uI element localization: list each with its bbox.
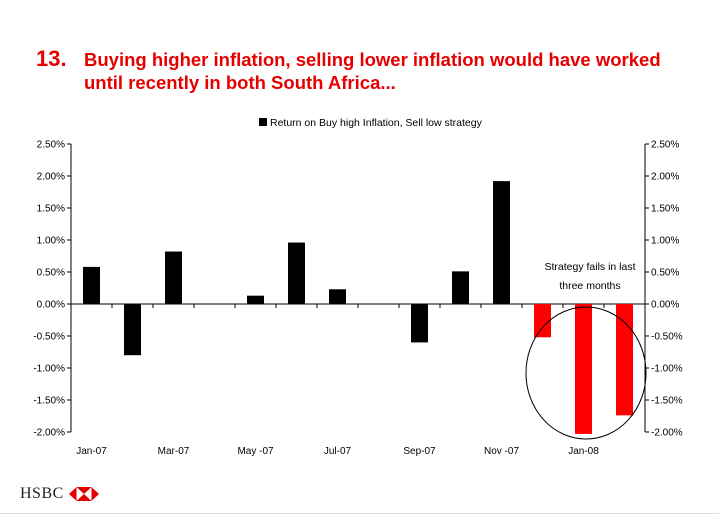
legend-swatch — [259, 118, 267, 126]
y-tick-label-right: -0.50% — [651, 332, 683, 343]
bar-jan-07 — [83, 266, 100, 304]
y-tick-label-right: -1.50% — [651, 396, 683, 407]
bar-chart: Return on Buy high Inflation, Sell low s… — [33, 117, 682, 458]
chart-panel: Return on Buy high Inflation, Sell low s… — [30, 108, 685, 470]
y-tick-label-left: -2.00% — [33, 428, 65, 439]
y-tick-label-right: 1.00% — [651, 236, 679, 247]
y-tick-label-right: 0.00% — [651, 300, 679, 311]
footer-divider — [0, 513, 719, 514]
y-tick-label-right: 2.50% — [651, 140, 679, 151]
bar-jun-07 — [288, 242, 305, 304]
bar-dec-07 — [534, 304, 551, 338]
y-tick-label-left: -0.50% — [33, 332, 65, 343]
chart-bars — [83, 181, 633, 434]
slide-title: Buying higher inflation, selling lower i… — [84, 49, 661, 93]
bar-may-07 — [247, 295, 264, 304]
logo-wordmark: HSBC — [20, 485, 64, 502]
y-tick-label-left: 0.50% — [37, 268, 65, 279]
bar-feb-08 — [616, 304, 633, 416]
x-tick-label: Jan-07 — [76, 446, 107, 457]
x-tick-label: Mar-07 — [158, 446, 190, 457]
bar-mar-07 — [165, 251, 182, 304]
highlight-circle — [525, 306, 647, 440]
x-tick-label: Jan-08 — [568, 446, 599, 457]
y-tick-label-right: 1.50% — [651, 204, 679, 215]
y-tick-label-left: 2.50% — [37, 140, 65, 151]
bar-oct-07 — [452, 271, 469, 304]
y-tick-label-left: 1.50% — [37, 204, 65, 215]
y-tick-label-left: -1.50% — [33, 396, 65, 407]
y-tick-label-left: 2.00% — [37, 172, 65, 183]
slide-number: 13. — [36, 46, 67, 71]
hsbc-logo: HSBC — [20, 484, 99, 504]
bar-nov-07 — [493, 181, 510, 304]
x-tick-label: Nov -07 — [484, 446, 519, 457]
x-tick-label: Jul-07 — [324, 446, 352, 457]
y-tick-label-right: 0.50% — [651, 268, 679, 279]
x-tick-label: Sep-07 — [403, 446, 436, 457]
y-tick-label-left: 1.00% — [37, 236, 65, 247]
y-tick-label-right: -1.00% — [651, 364, 683, 375]
annotation-line-1: Strategy fails in last — [544, 261, 635, 273]
legend-label: Return on Buy high Inflation, Sell low s… — [270, 117, 483, 129]
bar-feb-07 — [124, 304, 141, 356]
x-tick-label: May -07 — [237, 446, 274, 457]
chart-axes: 2.50% 2.50% 2.00% 2.00% 1.50% 1.50% 1.00% 1.00%… — [33, 140, 682, 458]
bar-sep-07 — [411, 304, 428, 343]
y-tick-label-right: 2.00% — [651, 172, 679, 183]
annotation-line-2: three months — [559, 280, 620, 292]
chart-legend: Return on Buy high Inflation, Sell low s… — [259, 117, 483, 129]
hexagon-logo-icon — [68, 487, 99, 501]
chart-annotation: Strategy fails in last three months — [525, 261, 647, 440]
bar-jul-07 — [329, 289, 346, 304]
y-tick-label-left: 0.00% — [37, 300, 65, 311]
y-tick-label-right: -2.00% — [651, 428, 683, 439]
y-tick-label-left: -1.00% — [33, 364, 65, 375]
bar-jan-08 — [575, 304, 592, 434]
